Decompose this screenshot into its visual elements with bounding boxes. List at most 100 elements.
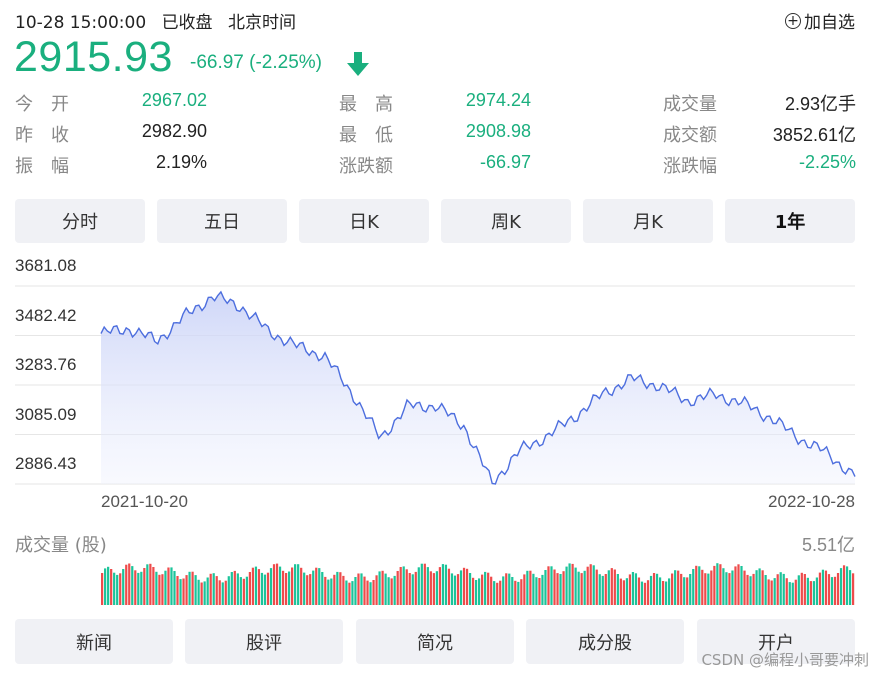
stat-label-amplitude: 振 幅	[15, 156, 69, 177]
volume-bar	[324, 576, 327, 605]
tab-one-year[interactable]: 1年	[725, 199, 855, 243]
volume-bar	[517, 581, 520, 605]
volume-bar	[137, 572, 140, 605]
volume-bar	[206, 577, 209, 605]
volume-bar	[556, 573, 559, 605]
volume-bar	[435, 571, 438, 605]
volume-bar	[692, 569, 695, 605]
timezone-label: 北京时间	[227, 13, 296, 33]
tab-monthly-k[interactable]: 月K	[583, 199, 713, 243]
volume-bar	[610, 568, 613, 605]
volume-bar	[845, 566, 849, 605]
volume-bar	[297, 564, 300, 605]
volume-bars	[101, 563, 855, 605]
down-arrow-icon	[347, 52, 369, 76]
volume-bar	[664, 581, 668, 605]
volume-bar	[740, 566, 743, 605]
volume-bar	[281, 570, 285, 605]
volume-bar	[749, 576, 752, 605]
volume-bar	[764, 575, 767, 605]
volume-bar	[149, 563, 152, 605]
volume-bar	[481, 574, 484, 605]
volume-bar	[737, 564, 740, 605]
tab-weekly-k[interactable]: 周K	[441, 199, 571, 243]
volume-bar	[266, 572, 270, 605]
volume-bar	[233, 570, 236, 605]
y-tick-label: 2886.43	[15, 454, 77, 473]
volume-bar	[251, 567, 255, 605]
watermark: CSDN @编程小哥要冲刺	[701, 651, 869, 669]
stat-label-change-pct: 涨跌幅	[663, 156, 717, 177]
volume-bar	[405, 569, 408, 605]
volume-bar	[658, 577, 662, 605]
volume-bar	[583, 570, 586, 605]
nav-reviews-button[interactable]: 股评	[185, 619, 343, 664]
volume-bar	[484, 571, 487, 605]
volume-bar	[722, 568, 725, 605]
tab-five-day[interactable]: 五日	[157, 199, 287, 243]
volume-bar	[450, 573, 454, 605]
volume-bar	[125, 564, 128, 605]
tab-daily-k[interactable]: 日K	[299, 199, 429, 243]
volume-bar	[508, 573, 511, 605]
volume-bar	[230, 572, 233, 605]
volume-bar	[743, 570, 746, 605]
volume-bar	[158, 574, 161, 605]
nav-open-account-button[interactable]: 开户	[697, 619, 855, 664]
volume-bar	[710, 570, 713, 605]
volume-bar	[836, 573, 840, 605]
volume-bar	[565, 566, 568, 605]
y-tick-label: 3681.08	[15, 256, 77, 275]
volume-bar	[309, 574, 312, 605]
volume-bar	[390, 578, 393, 605]
volume-bar	[396, 571, 399, 605]
volume-bar	[119, 573, 122, 605]
volume-bar	[275, 563, 279, 605]
volume-bar	[761, 570, 764, 605]
volume-bar	[122, 569, 125, 605]
volume-bar	[788, 582, 791, 605]
volume-bar	[595, 569, 598, 605]
volume-bar	[420, 563, 423, 605]
volume-bar	[827, 574, 831, 605]
volume-bar	[354, 577, 357, 605]
volume-bar	[511, 577, 514, 605]
volume-bar	[378, 571, 381, 605]
volume-bar	[333, 574, 336, 605]
tab-intraday[interactable]: 分时	[15, 199, 145, 243]
volume-bar	[586, 566, 589, 605]
price-change: -66.97 (-2.25%)	[190, 52, 323, 73]
volume-bar	[779, 572, 782, 605]
volume-bar	[553, 569, 556, 605]
add-watchlist-button[interactable]: + 加自选	[785, 8, 855, 33]
volume-bar	[242, 578, 245, 605]
volume-bar	[490, 576, 493, 605]
volume-bar	[683, 577, 686, 605]
volume-bar	[818, 572, 822, 605]
y-tick-label: 3085.09	[15, 405, 77, 424]
volume-bar	[478, 578, 481, 605]
volume-bar	[655, 573, 659, 605]
volume-bar	[671, 573, 674, 605]
volume-bar	[803, 574, 806, 605]
volume-bar	[701, 569, 704, 605]
volume-max: 5.51亿	[801, 535, 855, 555]
stat-label-prev-close: 昨 收	[15, 125, 69, 146]
volume-bar	[287, 571, 291, 605]
volume-bar	[755, 570, 758, 605]
stat-value-low: 2908.98	[465, 121, 531, 141]
volume-bar	[227, 576, 230, 605]
volume-bar	[423, 563, 426, 605]
volume-bar	[785, 578, 788, 605]
nav-profile-button[interactable]: 简况	[356, 619, 514, 664]
volume-bar	[345, 580, 348, 605]
y-tick-label: 3482.42	[15, 306, 77, 325]
quote-datetime: 10-28 15:00:00	[15, 13, 147, 33]
volume-bar	[372, 580, 375, 605]
nav-constituents-button[interactable]: 成分股	[526, 619, 684, 664]
volume-bar	[833, 576, 837, 605]
volume-bar	[152, 567, 155, 605]
nav-news-button[interactable]: 新闻	[15, 619, 173, 664]
volume-bar	[830, 577, 834, 605]
volume-bar	[791, 582, 794, 605]
